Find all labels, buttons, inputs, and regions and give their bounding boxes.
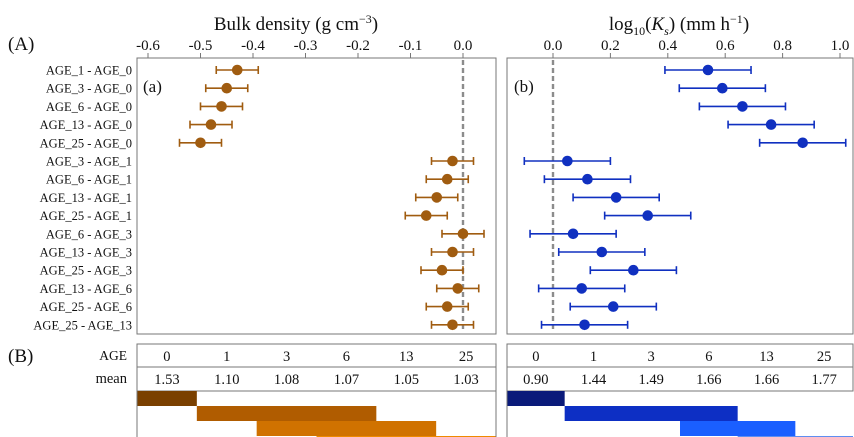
panel-b-tag: (b) [514, 77, 534, 96]
right-point [717, 82, 728, 94]
left-x-tick-label: -0.4 [241, 38, 265, 54]
left-point [431, 192, 443, 203]
comparison-label: AGE_1 - AGE_0 [46, 64, 132, 78]
comparison-label: AGE_6 - AGE_3 [46, 227, 132, 241]
figure-label-a: (A) [8, 34, 34, 55]
comparison-label: AGE_13 - AGE_1 [40, 191, 132, 205]
left-point [216, 101, 227, 112]
right-mean-cell: 1.44 [581, 372, 607, 388]
left-mean-cell: 1.05 [394, 372, 419, 388]
right-x-tick-label: 0.8 [773, 38, 792, 54]
left-x-tick-label: -0.6 [136, 38, 160, 54]
left-x-tick-label: 0.0 [454, 38, 473, 54]
right-point [596, 246, 608, 258]
right-point [765, 119, 777, 130]
figure-label-b: (B) [8, 346, 33, 367]
left-point [447, 246, 458, 258]
right-point [567, 228, 579, 240]
right-age-cell: 1 [590, 349, 597, 365]
left-x-tick-label: -0.1 [399, 38, 423, 54]
left-point [447, 155, 458, 167]
right-point [737, 101, 748, 112]
left-x-tick-label: -0.3 [294, 38, 318, 54]
left-mean-cell: 1.53 [154, 372, 179, 388]
right-x-tick-label: 0.6 [716, 38, 735, 54]
left-group-bar [196, 406, 377, 421]
right-x-tick-label: 0.0 [544, 38, 563, 54]
comparison-label: AGE_25 - AGE_0 [40, 136, 132, 150]
right-point [797, 137, 808, 149]
left-age-cell: 1 [223, 349, 230, 365]
comparison-label: AGE_3 - AGE_0 [46, 82, 132, 96]
right-group-bar [564, 406, 738, 421]
left-point [205, 119, 217, 130]
left-point [195, 137, 206, 149]
right-point [582, 173, 593, 185]
panel-a-tag: (a) [143, 77, 162, 96]
left-mean-cell: 1.10 [214, 372, 239, 388]
comparison-label: AGE_25 - AGE_1 [40, 209, 132, 223]
left-age-cell: 13 [399, 349, 414, 365]
right-point [702, 64, 714, 76]
comparison-label: AGE_25 - AGE_13 [33, 318, 132, 332]
right-age-cell: 13 [759, 349, 774, 365]
comparison-label: AGE_13 - AGE_6 [40, 282, 132, 296]
age-row-header: AGE [99, 348, 127, 363]
comparison-label: AGE_25 - AGE_3 [40, 264, 132, 278]
left-axis-title: Bulk density (g cm−3) [214, 12, 378, 35]
left-mean-cell: 1.07 [334, 372, 359, 388]
left-x-tick-label: -0.5 [189, 38, 213, 54]
comparison-label: AGE_6 - AGE_0 [46, 100, 132, 114]
right-x-tick-label: 1.0 [831, 38, 850, 54]
left-point [441, 173, 453, 185]
right-mean-cell: 1.49 [638, 372, 663, 388]
right-age-cell: 3 [648, 349, 655, 365]
right-axis-title: log10(Ks) (mm h−1) [609, 12, 749, 38]
right-age-cell: 0 [532, 349, 539, 365]
right-x-tick-label: 0.4 [658, 38, 677, 54]
left-age-cell: 3 [283, 349, 290, 365]
left-mean-cell: 1.03 [453, 372, 478, 388]
left-point [457, 228, 469, 240]
left-mean-cell: 1.08 [274, 372, 299, 388]
right-group-bar [507, 391, 565, 406]
right-panel-frame [506, 57, 854, 335]
comparison-label: AGE_25 - AGE_6 [40, 300, 132, 314]
right-x-tick-label: 0.2 [601, 38, 620, 54]
right-age-cell: 6 [705, 349, 712, 365]
right-mean-cell: 1.77 [811, 372, 836, 388]
right-point [628, 264, 639, 276]
right-point [642, 210, 654, 221]
left-group-bar [256, 421, 437, 436]
mean-row-header: mean [96, 371, 128, 387]
left-point [452, 283, 464, 294]
comparison-label: AGE_13 - AGE_3 [40, 246, 132, 260]
left-x-tick-label: -0.2 [346, 38, 370, 54]
right-point [610, 192, 622, 203]
right-mean-cell: 1.66 [696, 372, 721, 388]
left-point [221, 82, 233, 94]
left-age-cell: 25 [459, 349, 474, 365]
left-panel-frame [136, 57, 497, 335]
comparison-label: AGE_13 - AGE_0 [40, 118, 132, 132]
right-mean-cell: 0.90 [523, 372, 548, 388]
left-point [436, 264, 448, 276]
left-point [447, 319, 458, 331]
right-point [579, 319, 590, 331]
right-age-cell: 25 [817, 349, 832, 365]
left-point [441, 301, 453, 312]
right-point [576, 283, 587, 294]
left-point [420, 210, 432, 221]
right-group-bar [680, 421, 796, 436]
left-age-cell: 0 [163, 349, 170, 365]
left-age-cell: 6 [343, 349, 350, 365]
comparison-label: AGE_6 - AGE_1 [46, 173, 132, 187]
right-point [607, 301, 619, 312]
left-point [231, 64, 243, 76]
right-mean-cell: 1.66 [754, 372, 779, 388]
right-point [562, 155, 573, 167]
comparison-label: AGE_3 - AGE_1 [46, 155, 132, 169]
left-group-bar [137, 391, 197, 406]
